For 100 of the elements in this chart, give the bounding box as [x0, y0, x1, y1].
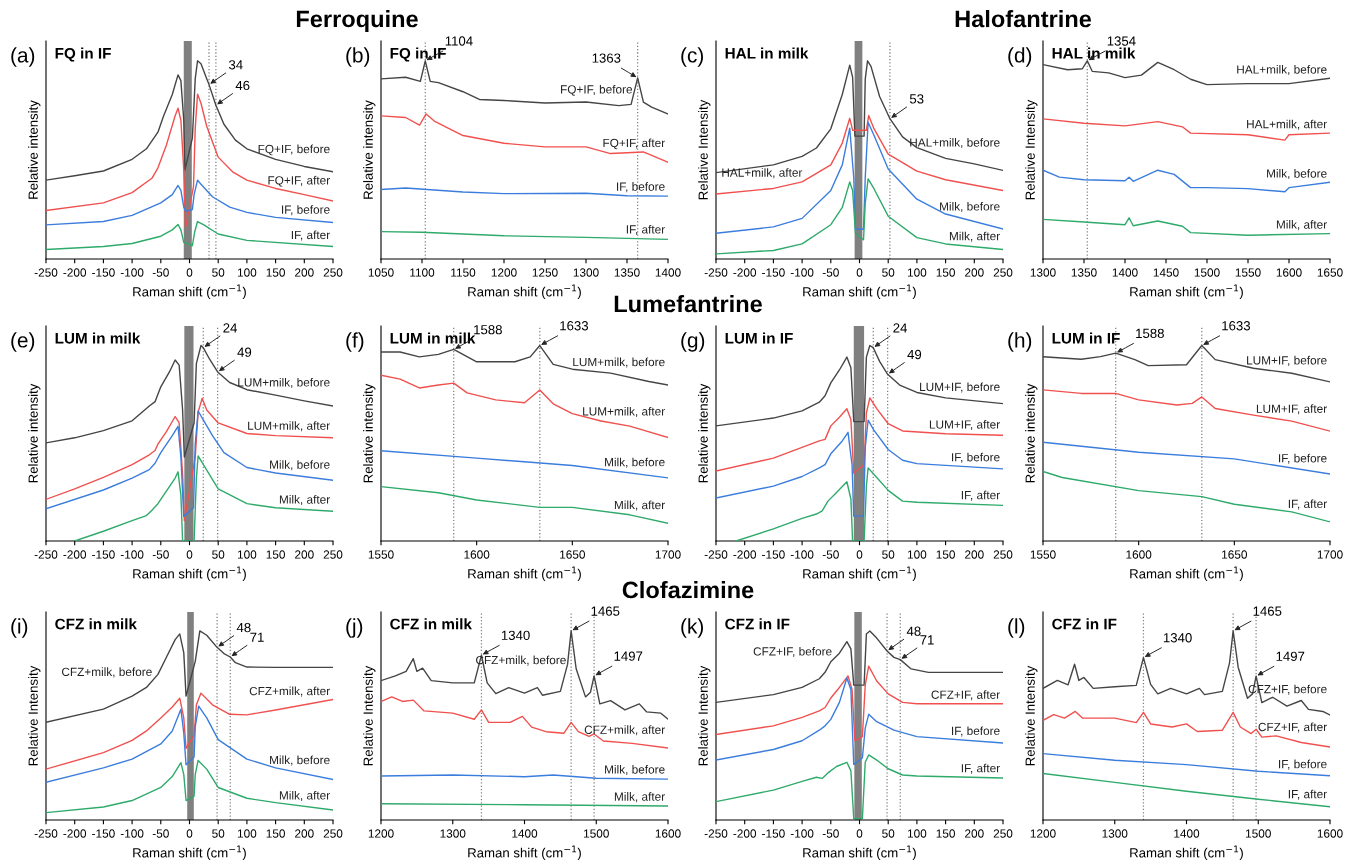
x-tick-label: -50 — [822, 550, 839, 559]
x-tick-label: 1300 — [1102, 829, 1128, 838]
x-tick-label: 1200 — [491, 268, 517, 277]
series-label: IF, after — [961, 763, 1000, 774]
annotation: 1633 — [560, 321, 589, 331]
chart-title: CFZ in IF — [725, 618, 790, 630]
x-axis-title: Raman shift (cm$^{−1}$) — [133, 284, 246, 300]
annotation: 1588 — [474, 325, 502, 335]
x-tick-label: 200 — [295, 550, 314, 559]
text: Lumefantrine — [614, 294, 762, 313]
y-axis-title: Relative intensity — [28, 100, 41, 199]
text: (k) — [681, 618, 703, 638]
x-tick-label: 150 — [266, 268, 285, 277]
series-label: Milk, after — [949, 231, 1000, 242]
x-tick-label: 250 — [993, 829, 1013, 838]
x-tick-label: 50 — [882, 268, 895, 277]
annotation: 1465 — [591, 606, 620, 616]
series-label: HAL+milk, after — [722, 168, 803, 179]
x-tick-label: -150 — [92, 829, 115, 838]
series-label: Milk, after — [614, 500, 665, 511]
chart-title: LUM in IF — [1052, 332, 1120, 344]
x-tick-label: 1300 — [573, 268, 599, 277]
x-tick-label: 50 — [882, 550, 895, 559]
text: (a) — [11, 47, 35, 67]
y-axis-title: Relative Intensity — [698, 99, 711, 200]
x-tick-label: 100 — [237, 268, 257, 277]
x-tick-label: 1400 — [655, 268, 681, 277]
chart-title: LUM in IF — [725, 332, 793, 344]
series-label: IF, before — [952, 452, 1000, 463]
x-tick-label: 1600 — [1276, 268, 1302, 277]
x-tick-label: 250 — [993, 550, 1013, 559]
series-label: IF, after — [961, 490, 1000, 501]
series-label: LUM+milk, after — [248, 421, 330, 432]
annotation: 1588 — [1136, 328, 1164, 339]
annotation: 1354 — [1107, 36, 1136, 46]
x-tick-label: 0 — [856, 829, 863, 838]
annotation: 53 — [909, 94, 924, 104]
x-tick-label: 150 — [266, 550, 285, 559]
x-tick-label: 1650 — [560, 550, 585, 559]
series-label: FQ+IF, before — [258, 144, 330, 156]
series-label: Milk, after — [614, 792, 665, 803]
x-tick-label: 100 — [907, 829, 927, 838]
series-label: IF, before — [1279, 759, 1327, 770]
x-tick-label: 100 — [907, 550, 927, 559]
chart-title: LUM in milk — [390, 332, 476, 344]
x-tick-label: 1500 — [1194, 268, 1220, 277]
x-tick-label: 200 — [295, 829, 314, 838]
x-tick-label: 1600 — [464, 550, 490, 559]
series-label: CFZ+milk, after — [584, 725, 665, 736]
x-tick-label: -150 — [92, 268, 115, 277]
series-label: Milk, after — [279, 790, 330, 801]
x-tick-label: 0 — [856, 550, 863, 559]
series-label: IF, before — [282, 205, 330, 216]
x-tick-label: -200 — [63, 829, 87, 838]
series-label: LUM+IF, after — [929, 419, 1000, 431]
x-tick-label: -150 — [762, 829, 785, 838]
x-tick-label: 1550 — [1030, 550, 1056, 559]
x-tick-label: 1700 — [1317, 550, 1343, 559]
y-axis-title: Relative intensity — [363, 100, 376, 199]
series-label: IF, after — [626, 224, 665, 235]
annotation: 1497 — [1276, 651, 1305, 661]
chart-title: FQ in IF — [390, 47, 446, 62]
x-tick-label: -50 — [152, 268, 169, 277]
x-tick-label: 1150 — [451, 268, 476, 277]
series-label: IF, after — [1288, 789, 1327, 800]
annotation: 46 — [235, 80, 250, 91]
x-tick-label: 1650 — [1222, 550, 1247, 559]
x-tick-label: 50 — [212, 550, 225, 559]
x-tick-label: 250 — [323, 829, 343, 838]
chart-title: HAL in milk — [725, 47, 809, 59]
x-tick-label: 200 — [965, 550, 984, 559]
x-tick-label: 1550 — [368, 550, 394, 559]
x-tick-label: -250 — [34, 829, 58, 838]
x-tick-label: 1100 — [410, 268, 435, 277]
x-axis-title: Raman shift (cm$^{−1}$) — [1130, 284, 1243, 300]
x-tick-label: -250 — [34, 550, 58, 559]
x-tick-label: 1200 — [1030, 829, 1056, 838]
text: Clofazimine — [622, 580, 754, 599]
x-tick-label: -200 — [733, 268, 757, 277]
x-axis-title: Raman shift (cm$^{−1}$) — [803, 284, 916, 300]
x-tick-label: 1600 — [1317, 829, 1343, 838]
annotation: 49 — [237, 347, 252, 357]
x-tick-label: 1550 — [1235, 268, 1261, 277]
x-tick-label: 0 — [856, 268, 863, 277]
x-tick-label: 100 — [237, 829, 257, 838]
x-tick-label: 0 — [186, 268, 193, 277]
text: Halofantrine — [955, 10, 1092, 28]
x-tick-label: 250 — [993, 268, 1013, 277]
x-axis-title: Raman shift (cm$^{−1}$) — [468, 284, 581, 300]
y-axis-title: Relative Intensity — [1025, 99, 1038, 200]
series-label: LUM+IF, after — [1256, 404, 1327, 415]
series-label: IF, after — [1288, 499, 1327, 510]
annotation: 48 — [236, 622, 251, 633]
chart-title: CFZ in milk — [55, 618, 137, 630]
series-label: Milk, before — [270, 755, 330, 766]
text: (h) — [1008, 332, 1032, 352]
x-tick-label: -100 — [120, 829, 144, 838]
x-tick-label: 250 — [323, 550, 343, 559]
y-axis-title: Relative Intensity — [698, 665, 711, 766]
series-label: CFZ+milk, before — [61, 667, 152, 678]
